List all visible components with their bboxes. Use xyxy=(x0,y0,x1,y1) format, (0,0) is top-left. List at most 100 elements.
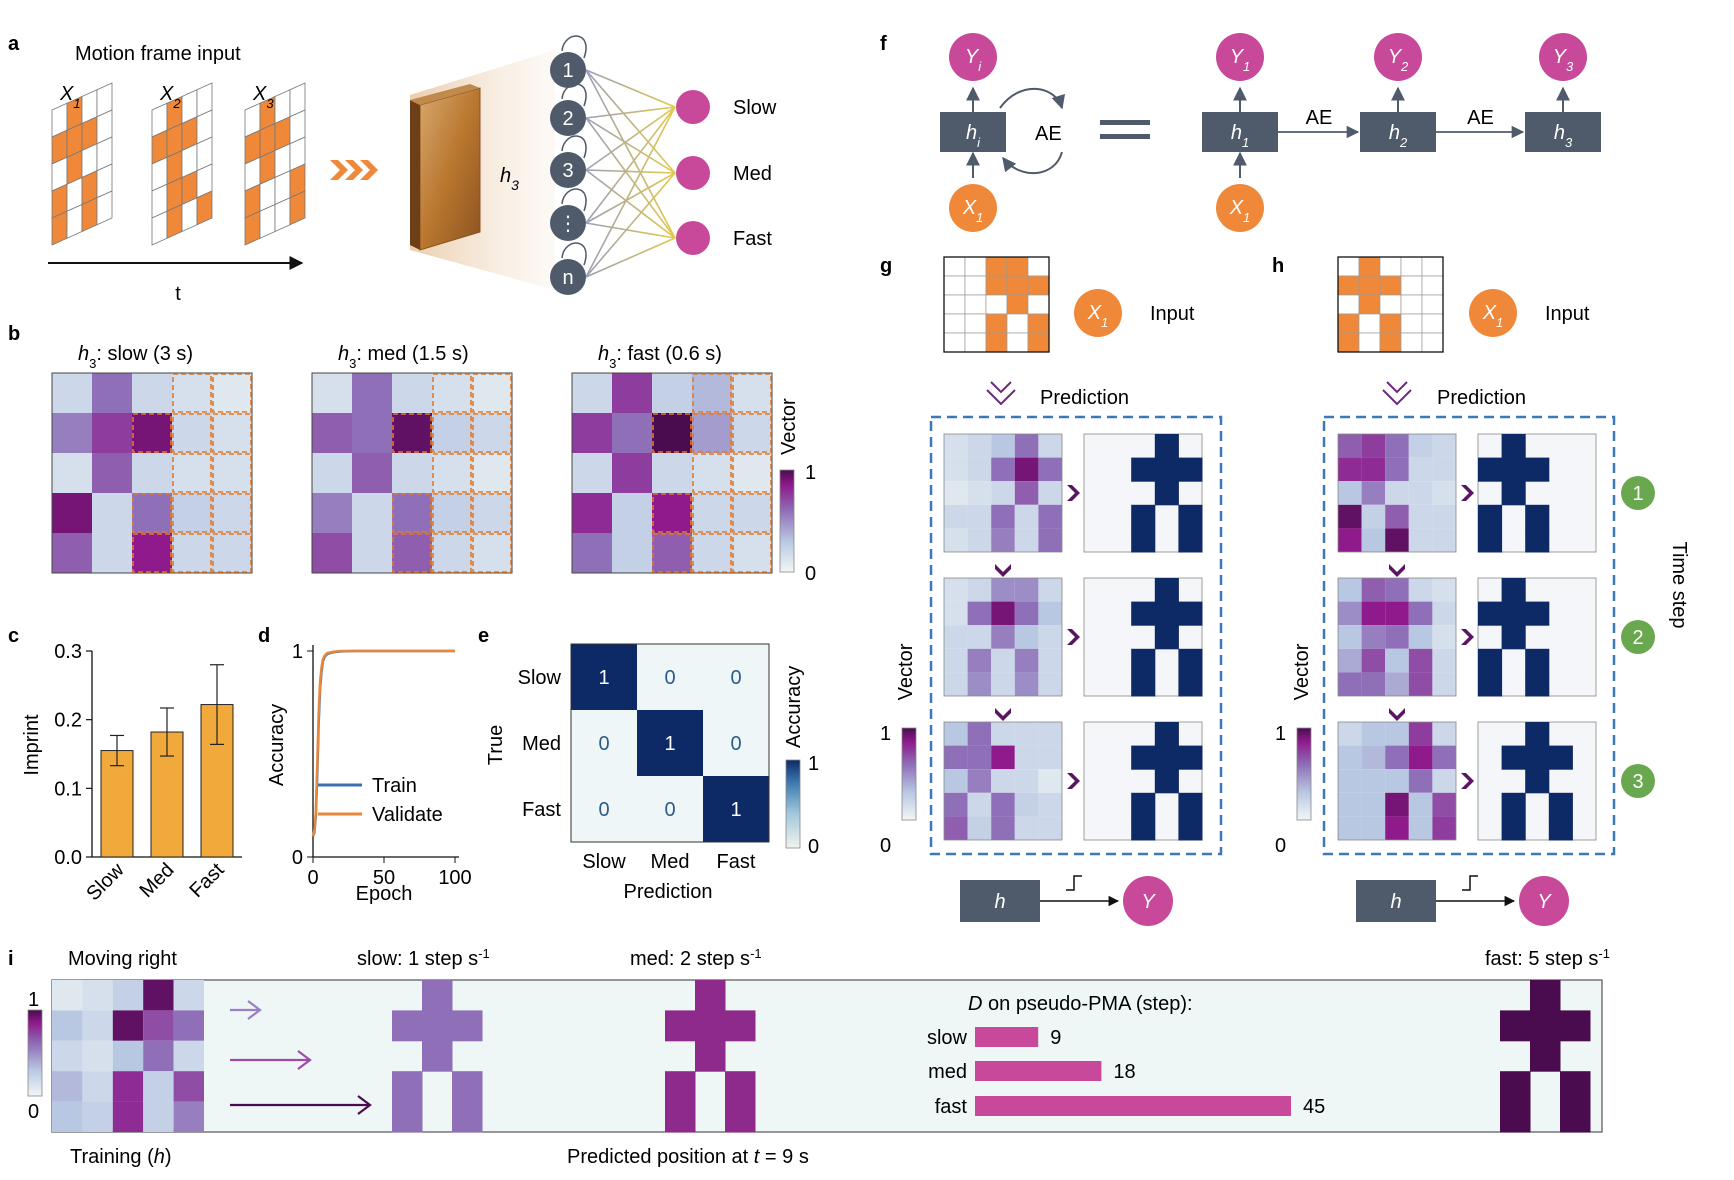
heat-cell xyxy=(944,481,968,505)
pma-category-label: fast xyxy=(935,1096,968,1118)
time-axis-label: t xyxy=(175,283,181,305)
colorbar-e xyxy=(785,759,801,849)
heat-cell xyxy=(1038,504,1062,529)
heat-cell xyxy=(1408,504,1433,529)
binary-cell xyxy=(1501,816,1526,841)
panel-label-g: g xyxy=(880,255,892,277)
pma-title: D on pseudo-PMA (step): xyxy=(968,993,1193,1015)
input-label-h: Input xyxy=(1545,303,1590,325)
h-node-h xyxy=(1356,880,1436,922)
dashed-cell-outline xyxy=(132,533,172,573)
input-cell xyxy=(1421,313,1444,334)
heat-cell xyxy=(732,373,772,413)
y-node-label: Y1 xyxy=(1230,46,1251,74)
colorbar-h-min: 0 xyxy=(1275,835,1286,857)
frame-label: X3 xyxy=(252,83,274,111)
heat-cell xyxy=(1385,648,1409,673)
heat-cell xyxy=(1385,792,1409,817)
training-cell xyxy=(82,1010,113,1041)
heat-cell xyxy=(991,601,1015,626)
dashed-cell-outline xyxy=(472,373,512,413)
panel-label-a: a xyxy=(8,33,20,55)
predicted-figure-cell xyxy=(1560,1071,1591,1103)
binary-cell xyxy=(1525,648,1550,673)
input-cell xyxy=(1027,332,1050,353)
heat-cell xyxy=(1014,578,1039,602)
colorbar-b xyxy=(779,469,795,573)
x-tick-label: Slow xyxy=(82,859,129,906)
input-cell xyxy=(1337,313,1360,334)
slow-rate-label: slow: 1 step s-1 xyxy=(357,946,490,971)
predicted-figure-cell xyxy=(452,1071,483,1103)
training-cell xyxy=(112,1010,144,1041)
motion-frame-3: X3 xyxy=(244,82,306,246)
heat-cell xyxy=(1408,457,1433,482)
input-cell xyxy=(964,294,987,315)
input-cell xyxy=(985,294,1008,315)
chevrons-icon xyxy=(330,160,378,180)
heat-cell xyxy=(967,625,992,649)
heat-cell xyxy=(692,533,732,573)
dashed-cell-outline xyxy=(692,453,732,493)
vector-label-g: Vector xyxy=(895,643,917,700)
down-chevron-icon-g xyxy=(986,381,1016,406)
heat-cell xyxy=(967,745,992,770)
fast-rate-label: fast: 5 step s-1 xyxy=(1485,946,1610,971)
training-cell xyxy=(112,1071,144,1102)
heat-cell xyxy=(1038,601,1062,626)
heat-cell xyxy=(1361,722,1386,746)
pma-value-label: 9 xyxy=(1050,1027,1061,1049)
heat-cell xyxy=(732,533,772,573)
input-cell xyxy=(964,313,987,334)
panel-label-c: c xyxy=(8,625,19,647)
x-tick-label: Med xyxy=(651,851,690,873)
panel-a: a Motion frame input X1 X2 X3 t h3 1 2 3 ⋮ n S… xyxy=(8,33,777,305)
heat-cell xyxy=(612,493,652,533)
heat-cell xyxy=(132,493,172,533)
epoch-axis-label: Epoch xyxy=(356,883,413,905)
output-label: Slow xyxy=(733,97,777,119)
heat-cell xyxy=(944,769,968,793)
heat-cell xyxy=(472,453,512,493)
dashed-cell-outline xyxy=(472,533,512,573)
heat-cell xyxy=(572,373,612,413)
input-cell xyxy=(1006,313,1029,334)
heat-cell xyxy=(312,493,352,533)
training-cell xyxy=(173,1071,204,1102)
colorbar-i xyxy=(27,1009,43,1097)
predicted-figure-cell xyxy=(1500,1071,1531,1103)
pma-category-label: slow xyxy=(927,1027,968,1049)
right-chevron-icon xyxy=(1067,773,1080,789)
heat-cell xyxy=(1361,672,1386,696)
heat-cell xyxy=(612,373,652,413)
h-node-label: h2 xyxy=(1389,122,1408,150)
input-cell xyxy=(943,275,966,296)
binary-cell xyxy=(1501,745,1526,770)
h-node xyxy=(1360,112,1436,152)
network-edge xyxy=(585,106,676,224)
binary-cell xyxy=(1478,648,1503,673)
heat-cell xyxy=(132,413,172,453)
dashed-cell-outline xyxy=(472,453,512,493)
training-cell xyxy=(52,1010,83,1041)
heat-cell xyxy=(92,533,132,573)
input-cell xyxy=(943,332,966,353)
input-cell xyxy=(1379,256,1402,277)
panel-label-b: b xyxy=(8,323,20,345)
y-tick-label: 0.2 xyxy=(54,710,82,732)
input-cell xyxy=(1337,256,1360,277)
ae-loop-bottom xyxy=(1002,151,1063,174)
h3-heatmap-1: h3: slow (3 s) xyxy=(51,343,253,574)
down-chevron-icon xyxy=(1389,564,1405,577)
network-edge xyxy=(585,117,676,174)
self-loop xyxy=(561,135,587,159)
training-cell xyxy=(143,1101,174,1132)
bar xyxy=(100,750,134,858)
panel-label-d: d xyxy=(258,625,270,647)
x-tick-label: Fast xyxy=(185,859,228,902)
input-cell xyxy=(985,275,1008,296)
dashed-cell-outline xyxy=(132,493,172,533)
pma-category-label: med xyxy=(928,1061,967,1083)
heat-cell xyxy=(392,373,432,413)
self-loop xyxy=(561,35,587,59)
